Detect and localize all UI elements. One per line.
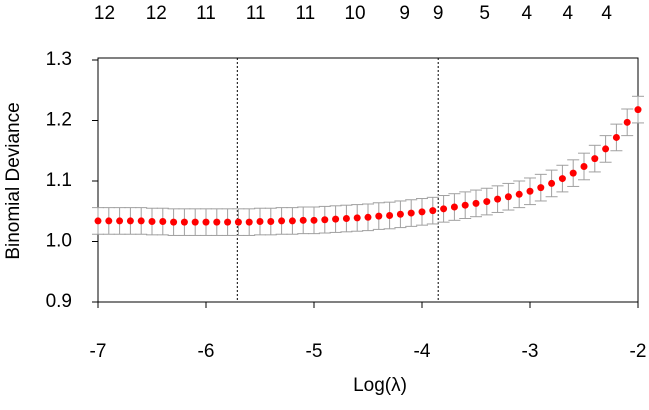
point xyxy=(612,133,620,141)
point xyxy=(634,106,642,114)
point xyxy=(191,218,199,226)
top-axis-label: 12 xyxy=(94,3,115,24)
point xyxy=(537,184,545,192)
y-tick-label: 1.0 xyxy=(46,231,72,252)
point xyxy=(105,217,113,225)
x-tick-label: -4 xyxy=(414,341,431,362)
top-axis-label: 11 xyxy=(246,3,266,24)
point xyxy=(288,217,296,225)
point xyxy=(342,215,350,223)
point xyxy=(580,162,588,170)
top-axis-label: 11 xyxy=(295,3,315,24)
y-axis-label: Binomial Deviance xyxy=(3,102,24,259)
point xyxy=(256,218,264,226)
point xyxy=(213,218,221,226)
y-tick-label: 1.1 xyxy=(46,170,72,191)
point xyxy=(267,218,275,226)
x-tick-label: -3 xyxy=(522,341,539,362)
point xyxy=(472,199,480,207)
top-axis-label: 4 xyxy=(563,3,574,24)
top-axis-label: 5 xyxy=(479,3,490,24)
top-axis-label: 9 xyxy=(433,3,444,24)
point xyxy=(375,212,383,220)
point xyxy=(202,218,210,226)
point xyxy=(515,190,523,198)
top-axis-label: 12 xyxy=(146,3,167,24)
point xyxy=(569,169,577,177)
point xyxy=(148,218,156,226)
point xyxy=(429,207,437,215)
x-tick-label: -2 xyxy=(630,341,647,362)
point xyxy=(159,218,167,226)
point xyxy=(180,218,188,226)
y-tick-label: 1.3 xyxy=(46,49,72,70)
point xyxy=(299,216,307,224)
point xyxy=(407,209,415,217)
point xyxy=(94,217,102,225)
point xyxy=(332,215,340,223)
top-axis-label: 9 xyxy=(399,3,410,24)
point xyxy=(526,187,534,195)
point xyxy=(450,203,458,211)
y-tick-label: 0.9 xyxy=(46,291,72,312)
point xyxy=(386,211,394,219)
point xyxy=(591,155,599,163)
point xyxy=(494,195,502,203)
point xyxy=(623,118,631,126)
point xyxy=(504,193,512,201)
point xyxy=(245,218,253,226)
top-axis-label: 4 xyxy=(521,3,532,24)
point xyxy=(234,218,242,226)
point xyxy=(418,208,426,216)
x-tick-label: -6 xyxy=(198,341,215,362)
point xyxy=(558,175,566,183)
point xyxy=(440,205,448,213)
point xyxy=(310,216,318,224)
top-axis-label: 11 xyxy=(196,3,216,24)
top-axis-label: 10 xyxy=(344,3,365,24)
x-tick-label: -7 xyxy=(90,341,107,362)
x-tick-label: -5 xyxy=(306,341,323,362)
point xyxy=(278,217,286,225)
point xyxy=(137,217,145,225)
point xyxy=(321,216,329,224)
top-axis-label: 4 xyxy=(601,3,612,24)
point xyxy=(483,198,491,206)
point xyxy=(602,145,610,153)
y-tick-label: 1.2 xyxy=(46,110,72,131)
point xyxy=(396,210,404,218)
point xyxy=(224,218,232,226)
point xyxy=(353,214,361,222)
point xyxy=(116,217,124,225)
point xyxy=(364,213,372,221)
point xyxy=(170,218,178,226)
point xyxy=(461,201,469,209)
point xyxy=(548,179,556,187)
x-axis-label: Log(λ) xyxy=(353,375,407,396)
plot-frame xyxy=(97,57,639,303)
point xyxy=(126,217,134,225)
